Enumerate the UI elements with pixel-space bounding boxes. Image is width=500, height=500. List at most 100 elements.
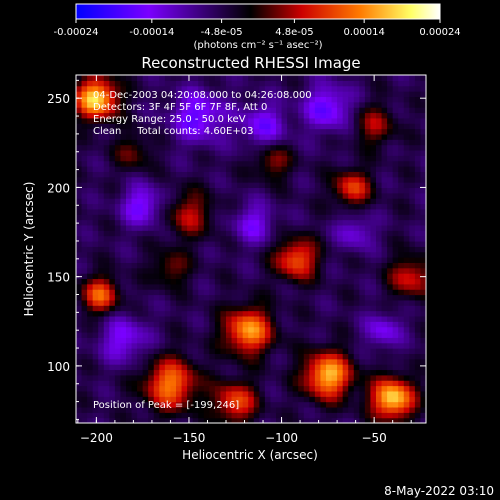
heatmap-cell bbox=[226, 412, 233, 419]
heatmap-cell bbox=[81, 401, 88, 408]
heatmap-cell bbox=[370, 101, 377, 108]
heatmap-cell bbox=[87, 224, 94, 231]
heatmap-cell bbox=[309, 310, 316, 317]
heatmap-cell bbox=[198, 412, 205, 419]
heatmap-cell bbox=[214, 299, 222, 306]
heatmap-cell bbox=[253, 283, 260, 290]
heatmap-cell bbox=[381, 358, 388, 365]
heatmap-cell bbox=[170, 299, 177, 306]
heatmap-cell bbox=[137, 417, 144, 423]
heatmap-cell bbox=[381, 401, 388, 408]
heatmap-cell bbox=[220, 412, 227, 419]
heatmap-cell bbox=[264, 396, 272, 403]
heatmap-cell bbox=[398, 326, 405, 333]
heatmap-cell bbox=[387, 208, 394, 215]
heatmap-cell bbox=[176, 117, 183, 124]
heatmap-cell bbox=[237, 187, 244, 194]
heatmap-cell bbox=[370, 235, 377, 242]
heatmap-cell bbox=[292, 155, 299, 162]
heatmap-cell bbox=[420, 348, 426, 354]
heatmap-cell bbox=[287, 353, 294, 360]
heatmap-cell bbox=[281, 240, 288, 247]
heatmap-cell bbox=[231, 267, 238, 274]
heatmap-cell bbox=[348, 166, 355, 172]
heatmap-cell bbox=[398, 358, 405, 365]
heatmap-cell bbox=[326, 331, 333, 338]
heatmap-cell bbox=[409, 396, 416, 403]
heatmap-cell bbox=[403, 412, 410, 419]
heatmap-cell bbox=[320, 267, 327, 274]
heatmap-cell bbox=[364, 235, 372, 242]
heatmap-cell bbox=[331, 326, 338, 333]
heatmap-cell bbox=[148, 214, 155, 221]
heatmap-cell bbox=[209, 278, 216, 285]
heatmap-cell bbox=[320, 321, 327, 328]
heatmap-cell bbox=[342, 123, 349, 130]
heatmap-cell bbox=[137, 369, 144, 376]
heatmap-cell bbox=[98, 390, 105, 397]
heatmap-cell bbox=[170, 348, 177, 354]
heatmap-cell bbox=[131, 412, 138, 419]
heatmap-cell bbox=[159, 224, 166, 231]
heatmap-cell bbox=[337, 182, 344, 189]
heatmap-cell bbox=[331, 112, 338, 119]
heatmap-cell bbox=[403, 380, 410, 387]
heatmap-cell bbox=[403, 144, 410, 151]
heatmap-cell bbox=[253, 369, 260, 376]
heatmap-cell bbox=[231, 214, 238, 221]
heatmap-cell bbox=[142, 401, 149, 408]
heatmap-cell bbox=[353, 294, 360, 301]
heatmap-cell bbox=[270, 358, 277, 365]
heatmap-cell bbox=[203, 203, 210, 210]
heatmap-cell bbox=[376, 75, 383, 81]
heatmap-cell bbox=[159, 294, 166, 301]
heatmap-cell bbox=[381, 364, 388, 371]
heatmap-cell bbox=[331, 396, 338, 403]
heatmap-cell bbox=[242, 310, 249, 317]
heatmap-cell bbox=[181, 283, 188, 290]
heatmap-cell bbox=[170, 123, 177, 130]
heatmap-cell bbox=[326, 273, 333, 280]
heatmap-cell bbox=[209, 214, 216, 221]
heatmap-cell bbox=[270, 240, 277, 247]
heatmap-cell bbox=[331, 257, 338, 263]
heatmap-cell bbox=[392, 374, 399, 381]
heatmap-cell bbox=[303, 305, 310, 312]
heatmap-cell bbox=[203, 235, 210, 242]
heatmap-cell bbox=[253, 257, 260, 263]
heatmap-cell bbox=[309, 182, 316, 189]
heatmap-cell bbox=[359, 412, 366, 419]
heatmap-cell bbox=[126, 321, 133, 328]
heatmap-cell bbox=[376, 299, 383, 306]
heatmap-cell bbox=[270, 412, 277, 419]
heatmap-cell bbox=[103, 348, 110, 354]
heatmap-cell bbox=[92, 117, 99, 124]
heatmap-cell bbox=[259, 390, 266, 397]
heatmap-cell bbox=[414, 412, 422, 419]
heatmap-cell bbox=[398, 278, 405, 285]
heatmap-cell bbox=[87, 283, 94, 290]
heatmap-cell bbox=[187, 128, 194, 135]
heatmap-cell bbox=[164, 139, 172, 146]
heatmap-cell bbox=[392, 369, 399, 376]
heatmap-cell bbox=[192, 155, 199, 162]
heatmap-cell bbox=[142, 294, 149, 301]
heatmap-cell bbox=[309, 214, 316, 221]
heatmap-cell bbox=[420, 299, 426, 306]
heatmap-cell bbox=[259, 107, 266, 114]
heatmap-cell bbox=[170, 380, 177, 387]
heatmap-cell bbox=[309, 149, 316, 156]
heatmap-cell bbox=[187, 224, 194, 231]
heatmap-cell bbox=[420, 294, 426, 301]
heatmap-cell bbox=[248, 85, 255, 92]
heatmap-cell bbox=[98, 257, 105, 263]
heatmap-cell bbox=[264, 149, 272, 156]
heatmap-cell bbox=[292, 267, 299, 274]
heatmap-cell bbox=[309, 107, 316, 114]
heatmap-cell bbox=[337, 214, 344, 221]
heatmap-cell bbox=[287, 369, 294, 376]
heatmap-cell bbox=[342, 214, 349, 221]
heatmap-cell bbox=[364, 380, 372, 387]
heatmap-cell bbox=[187, 417, 194, 423]
heatmap-cell bbox=[420, 203, 426, 210]
